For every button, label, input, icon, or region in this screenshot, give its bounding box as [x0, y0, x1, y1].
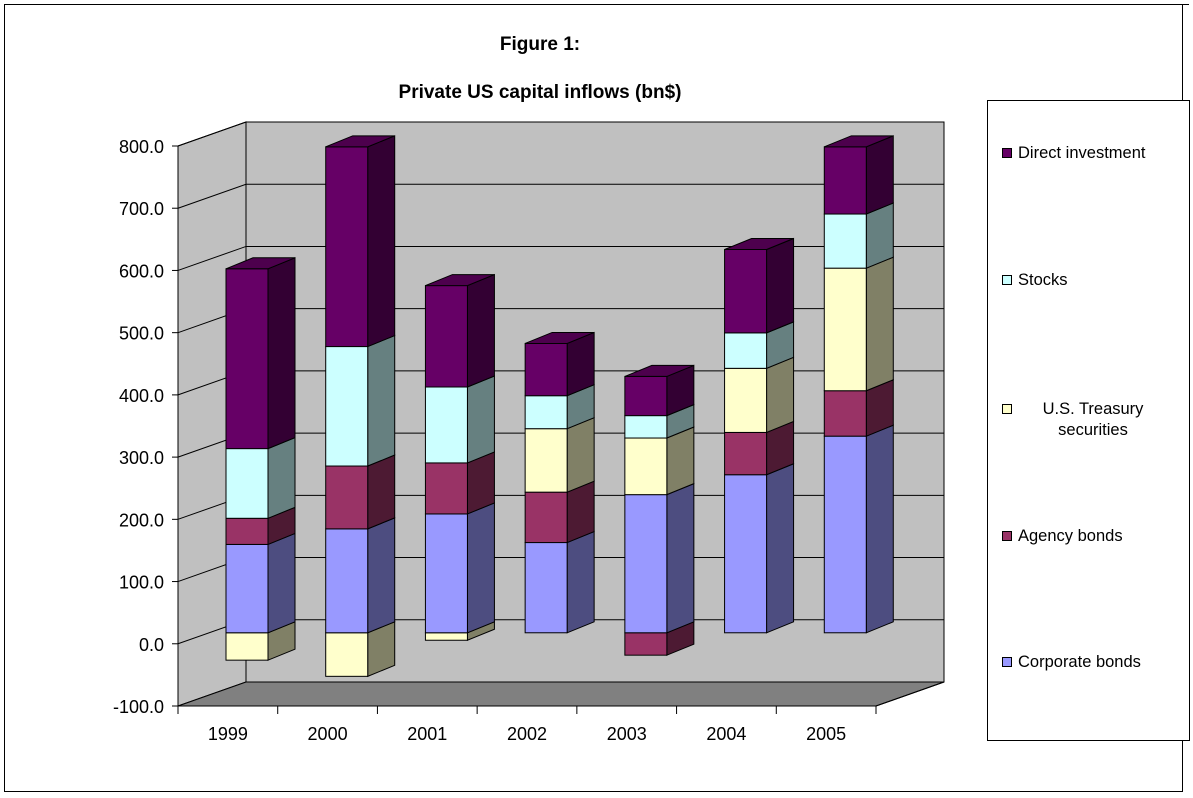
chart-subtitle: Private US capital inflows (bn$): [398, 82, 682, 103]
bar-stocks-2000: [325, 346, 369, 467]
bar-agency-bonds-2002: [524, 491, 568, 544]
chart-title: Figure 1:: [499, 34, 581, 55]
x-tick-label: 2000: [308, 724, 348, 744]
bar-agency-bonds-2001: [424, 462, 468, 515]
gridline: [177, 245, 944, 271]
bar-stocks-1999: [225, 448, 269, 519]
bar-u-s-treasury-securities-2004: [724, 367, 768, 433]
legend-swatch-corporate-bonds: [1002, 657, 1012, 667]
bar-stocks-2001: [424, 386, 468, 464]
bar-side-corporate-bonds-2001: [466, 502, 495, 634]
bar-side-u-s-treasury-securities-2004: [766, 356, 795, 434]
bar-stocks-2003: [624, 415, 668, 439]
bar-top-2005: [824, 135, 894, 148]
frame-edge-mark: [1177, 4, 1189, 5]
x-tick-label: 2001: [407, 724, 447, 744]
bar-side-corporate-bonds-2002: [566, 530, 595, 634]
bar-direct-investment-2004: [724, 248, 768, 334]
bar-side-corporate-bonds-2005: [865, 424, 894, 634]
x-tick-label: 2005: [806, 724, 846, 744]
bar-stocks-2005: [823, 213, 867, 269]
bar-top-2000: [325, 135, 395, 148]
legend-label: Stocks: [1018, 271, 1068, 289]
bar-top-1999: [225, 257, 296, 270]
legend-swatch-agency-bonds: [1002, 531, 1012, 541]
bar-u-s-treasury-securities-1999: [225, 632, 269, 661]
legend-swatch-stocks: [1002, 275, 1012, 285]
gridline: [177, 121, 944, 147]
bar-side-u-s-treasury-securities-2003: [666, 426, 695, 496]
plot-floor: [177, 681, 945, 707]
bar-u-s-treasury-securities-2000: [325, 632, 369, 677]
x-tick-label: 2003: [607, 724, 647, 744]
x-tick-label: 2004: [706, 724, 746, 744]
y-tick-label: 0.0: [139, 635, 164, 655]
bar-agency-bonds-2005: [823, 390, 867, 437]
bar-stocks-2004: [724, 332, 768, 369]
bar-direct-investment-2001: [424, 285, 468, 388]
x-axis-edge: [875, 681, 945, 707]
y-tick-label: 600.0: [119, 261, 164, 281]
bar-side-direct-investment-1999: [267, 257, 296, 450]
legend-swatch-direct-investment: [1002, 148, 1012, 158]
y-tick-label: 300.0: [119, 448, 164, 468]
bar-u-s-treasury-securities-2003: [624, 437, 668, 496]
y-tick-label: 200.0: [119, 510, 164, 530]
bar-agency-bonds-1999: [225, 517, 269, 545]
bar-agency-bonds-2003: [624, 632, 668, 656]
bar-corporate-bonds-1999: [225, 543, 269, 634]
bar-side-direct-investment-2005: [865, 135, 894, 215]
bar-u-s-treasury-securities-2005: [823, 267, 867, 392]
bar-corporate-bonds-2001: [424, 513, 468, 634]
y-tick-label: 400.0: [119, 386, 164, 406]
bar-direct-investment-2000: [325, 146, 369, 348]
bar-corporate-bonds-2004: [724, 474, 768, 634]
bar-top-2004: [724, 237, 794, 250]
bar-side-stocks-1999: [267, 436, 296, 520]
bar-stocks-2002: [524, 395, 568, 430]
gridline: [177, 183, 944, 209]
bar-corporate-bonds-2003: [624, 494, 668, 634]
bar-direct-investment-2002: [524, 342, 568, 397]
y-tick-label: 100.0: [119, 573, 164, 593]
bar-side-direct-investment-2001: [466, 273, 495, 388]
bar-direct-investment-2003: [624, 375, 668, 417]
bar-u-s-treasury-securities-2002: [524, 428, 568, 493]
x-tick-label: 2002: [507, 724, 547, 744]
y-tick-label: 800.0: [119, 137, 164, 157]
y-tick-label: 500.0: [119, 324, 164, 344]
bar-side-direct-investment-2000: [367, 135, 396, 348]
legend: Direct investment Stocks U.S. Treasury s…: [987, 100, 1190, 741]
bar-side-corporate-bonds-2003: [666, 482, 695, 634]
bar-top-2003: [624, 364, 695, 377]
bar-top-2002: [524, 331, 595, 344]
bar-side-corporate-bonds-2000: [367, 517, 396, 634]
bar-side-agency-bonds-2000: [367, 454, 396, 530]
bar-corporate-bonds-2005: [823, 435, 867, 634]
bar-direct-investment-2005: [823, 146, 867, 215]
bar-side-u-s-treasury-securities-2005: [865, 256, 894, 392]
bar-corporate-bonds-2002: [524, 542, 568, 634]
bar-side-stocks-2000: [367, 334, 396, 467]
legend-label: Corporate bonds: [1018, 653, 1141, 671]
legend-label: U.S. Treasury securities: [1042, 400, 1144, 439]
bar-top-2001: [425, 274, 495, 287]
bar-agency-bonds-2000: [325, 465, 369, 530]
bar-corporate-bonds-2000: [325, 528, 369, 634]
legend-swatch-us-treasury-securities: [1002, 404, 1012, 414]
y-tick-label: 700.0: [119, 199, 164, 219]
legend-label: Agency bonds: [1018, 527, 1123, 545]
bar-direct-investment-1999: [225, 268, 269, 450]
bar-u-s-treasury-securities-2001: [424, 632, 468, 641]
bar-side-corporate-bonds-1999: [267, 532, 296, 634]
bar-side-u-s-treasury-securities-2002: [566, 416, 595, 493]
bar-agency-bonds-2004: [724, 431, 768, 476]
bar-side-corporate-bonds-2004: [766, 462, 795, 634]
bar-side-direct-investment-2004: [766, 237, 795, 334]
x-tick-label: 1999: [208, 724, 248, 744]
legend-label: Direct investment: [1018, 144, 1146, 162]
bar-side-stocks-2001: [466, 375, 495, 464]
y-tick-label: -100.0: [113, 697, 164, 717]
